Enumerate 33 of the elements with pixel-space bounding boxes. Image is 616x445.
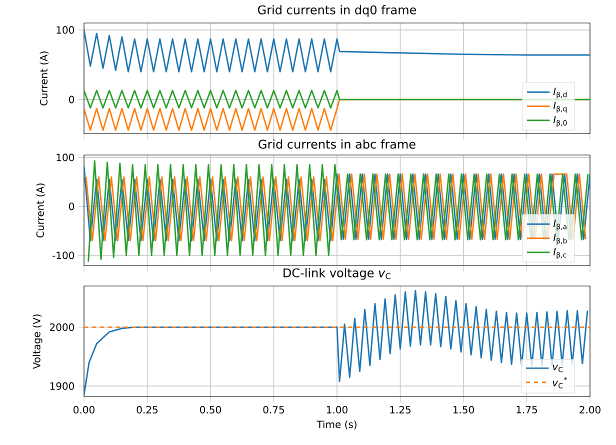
y-tick-label: 100 bbox=[56, 154, 74, 162]
x-tick-label: 1.25 bbox=[390, 406, 410, 414]
legend-label: v$_{C}$ bbox=[552, 364, 563, 372]
y-tick-label: 1900 bbox=[50, 382, 74, 390]
line-series bbox=[84, 290, 588, 396]
chart-title: DC-link voltage v$_{C}$ bbox=[284, 268, 390, 280]
legend-label: I$_{β,0}$ bbox=[553, 116, 567, 127]
legend-label: I$_{β,d}$ bbox=[553, 88, 567, 99]
x-tick-label: 0.00 bbox=[74, 406, 94, 414]
x-tick-label: 1.75 bbox=[516, 406, 537, 414]
x-tick-label: 1.00 bbox=[326, 406, 348, 414]
x-tick-label: 0.25 bbox=[136, 406, 158, 414]
chart-title: Grid currents in dq0 frame bbox=[258, 5, 416, 17]
legend-label: I$_{β,b}$ bbox=[553, 234, 567, 245]
y-axis-title: Voltage (V) bbox=[32, 314, 42, 369]
x-tick-label: 2.00 bbox=[580, 406, 600, 414]
x-tick-label: 0.50 bbox=[200, 406, 221, 414]
line-series bbox=[84, 29, 590, 72]
x-tick-label: 1.50 bbox=[453, 406, 474, 414]
x-tick-label: 0.75 bbox=[263, 406, 284, 414]
y-tick-label: 100 bbox=[56, 26, 74, 34]
legend-label: I$_{β,a}$ bbox=[553, 220, 566, 231]
legend-label: I$_{β,c}$ bbox=[553, 248, 566, 259]
y-tick-label: 0 bbox=[69, 96, 74, 104]
y-tick-label: -100 bbox=[52, 252, 74, 260]
x-axis-title: Time (s) bbox=[316, 420, 356, 430]
y-tick-label: 2000 bbox=[50, 323, 74, 331]
legend-label: I$_{β,q}$ bbox=[553, 102, 567, 113]
y-axis-title: Current (A) bbox=[40, 52, 49, 106]
y-axis-title: Current (A) bbox=[36, 184, 46, 238]
y-tick-label: 0 bbox=[69, 202, 74, 210]
line-series bbox=[88, 160, 589, 262]
chart-title: Grid currents in abc frame bbox=[258, 139, 416, 149]
